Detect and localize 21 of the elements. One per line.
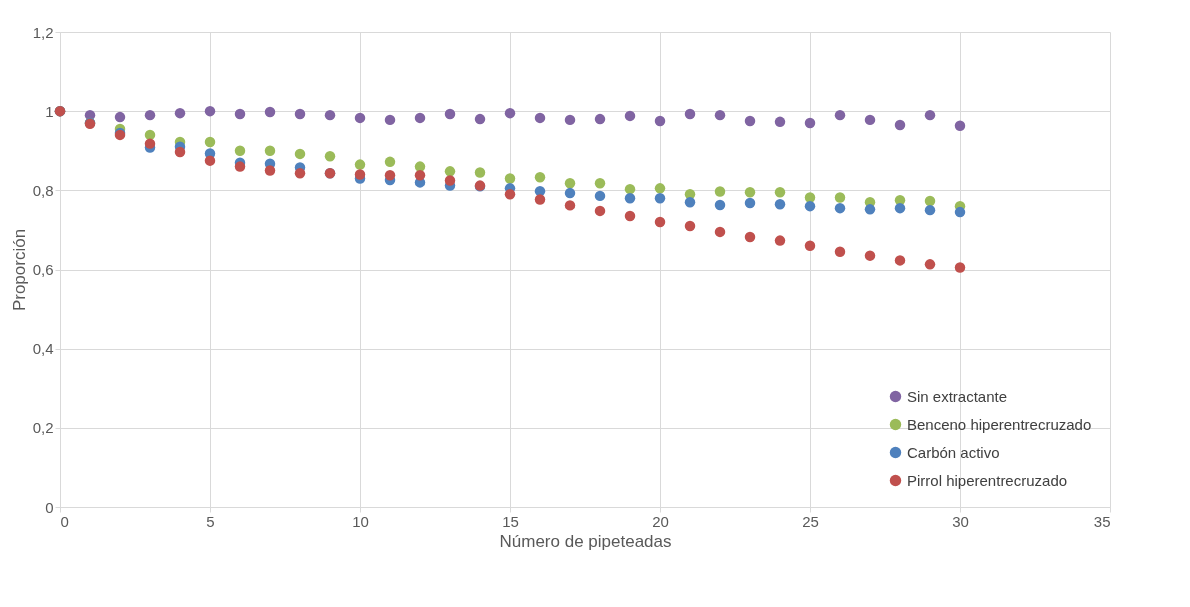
x-tick-label: 5 bbox=[206, 512, 215, 530]
y-tick-label: 1,2 bbox=[32, 23, 54, 41]
y-tick-label: 0,6 bbox=[32, 261, 54, 278]
x-axis-title: Número de pipeteadas bbox=[499, 531, 672, 551]
y-tick-label: 0,8 bbox=[32, 181, 54, 199]
legend-label: Benceno hiperentrecruzado bbox=[907, 415, 1092, 433]
x-tick-label: 35 bbox=[1093, 512, 1111, 530]
x-tick-label: 10 bbox=[352, 512, 369, 530]
x-tick-label: 20 bbox=[652, 512, 669, 530]
x-tick-label: 0 bbox=[60, 512, 69, 530]
x-tick-label: 25 bbox=[802, 512, 819, 530]
y-tick-label: 0,2 bbox=[32, 419, 54, 437]
y-tick-label: 1 bbox=[45, 102, 54, 120]
x-tick-label: 30 bbox=[952, 512, 969, 530]
y-tick-label: 0 bbox=[45, 498, 54, 516]
y-tick-label: 0,4 bbox=[32, 340, 54, 358]
legend-label: Carbón activo bbox=[907, 443, 1000, 461]
legend-label: Sin extractante bbox=[907, 387, 1008, 405]
y-axis-title: Proporción bbox=[9, 228, 29, 312]
x-tick-label: 15 bbox=[502, 512, 519, 530]
legend-label: Pirrol hiperentrecruzado bbox=[907, 471, 1068, 489]
